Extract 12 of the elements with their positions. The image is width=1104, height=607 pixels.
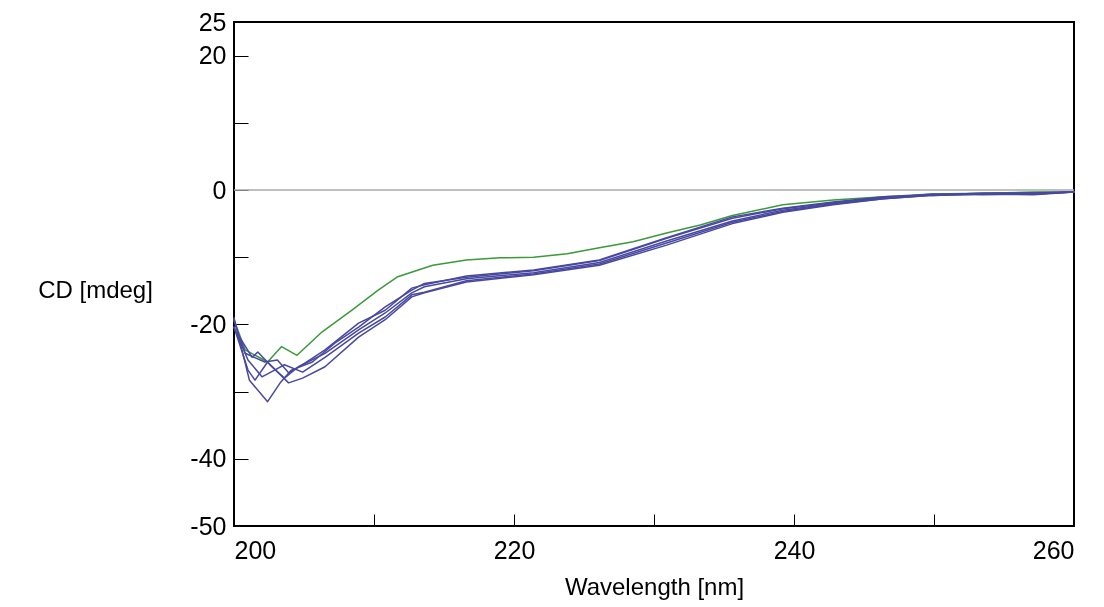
x-tick-label: 220 — [493, 535, 536, 564]
x-tick-label: 200 — [234, 535, 277, 564]
x-tick-label: 240 — [773, 535, 816, 564]
y-tick-label: 0 — [212, 175, 227, 204]
y-axis-title: CD [mdeg] — [38, 275, 153, 303]
x-axis-title: Wavelength [nm] — [564, 572, 745, 600]
y-tick-label: -40 — [190, 444, 227, 473]
x-tick-label: 260 — [1032, 535, 1075, 564]
y-tick-label: -20 — [190, 309, 227, 338]
y-tick-label: -50 — [190, 511, 227, 540]
y-tick-label: 20 — [198, 41, 227, 70]
y-tick-label: 25 — [198, 7, 227, 36]
